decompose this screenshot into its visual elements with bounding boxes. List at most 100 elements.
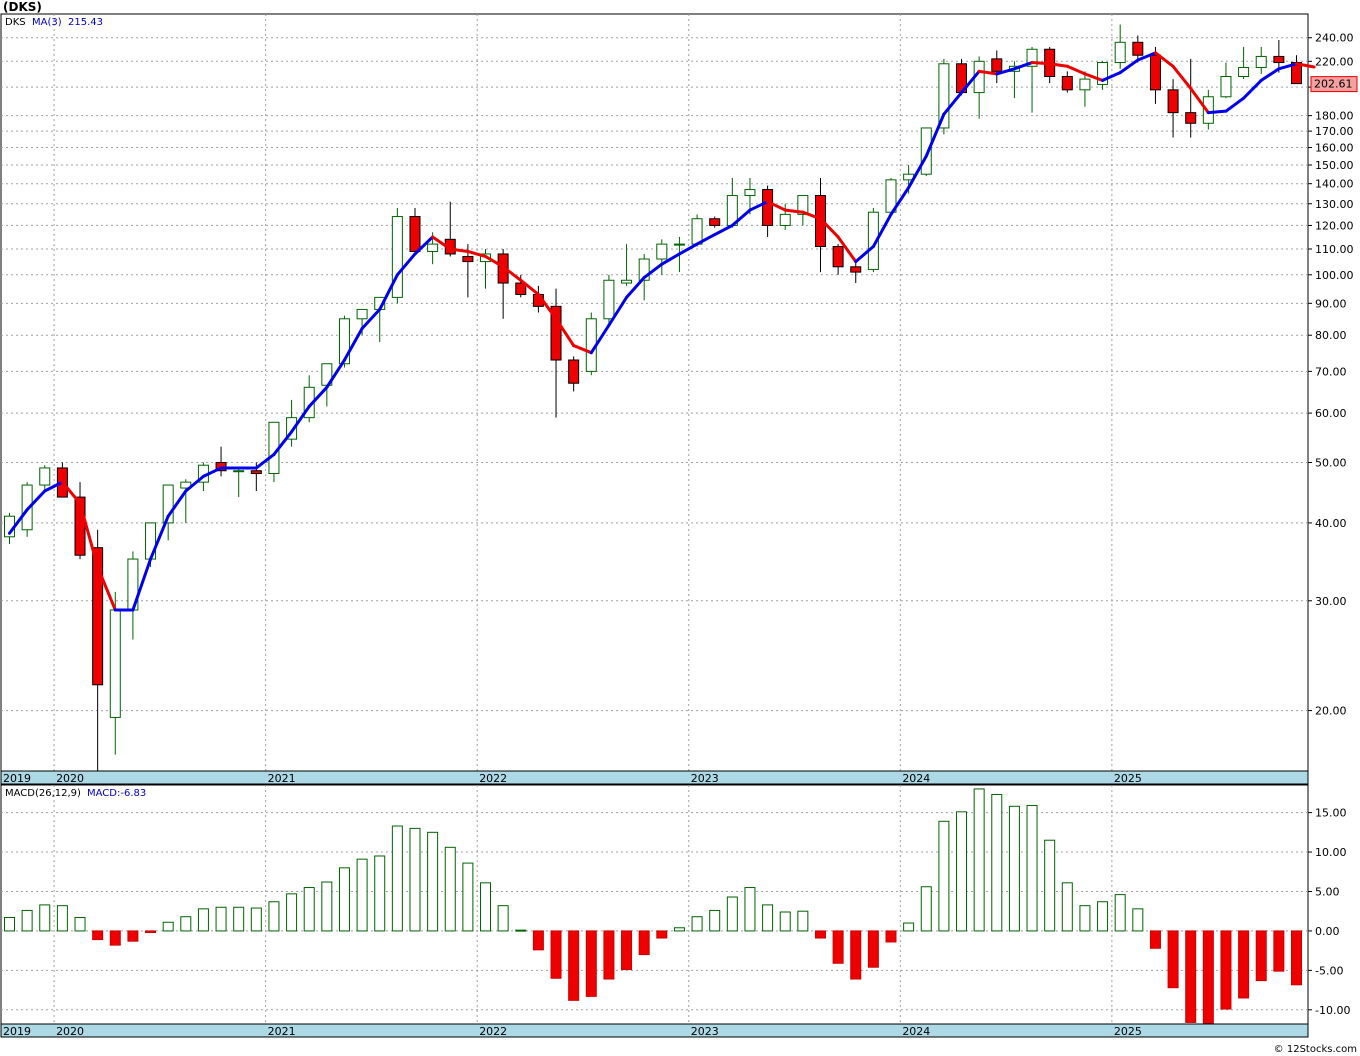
macd-bar — [21, 909, 33, 932]
price-tick-label: 90.00 — [1315, 297, 1347, 310]
ma-segment — [1118, 58, 1140, 75]
macd-bar — [1220, 930, 1232, 1010]
macd-bar — [1079, 905, 1091, 932]
macd-tick-label: 15.00 — [1315, 807, 1347, 820]
price-year-labels: 2019 2020 2021 2022 2023 2024 2025 — [3, 772, 1142, 785]
ma-segment — [131, 557, 153, 612]
macd-bar — [268, 901, 280, 932]
candle-body — [92, 547, 104, 686]
macd-bar — [991, 793, 1003, 932]
ma-segment — [290, 404, 311, 434]
candle-body — [1220, 75, 1232, 98]
macd-bar — [374, 855, 386, 932]
candle-body — [286, 417, 298, 440]
legend-ma-value: 215.43 — [68, 17, 103, 28]
footer-credit: © 12Stocks.com — [1274, 1044, 1357, 1055]
macd-bar — [1132, 908, 1144, 932]
macd-bar — [956, 811, 968, 932]
ma-segment — [836, 235, 858, 264]
ma-segment — [536, 292, 558, 321]
candle-body — [797, 195, 809, 215]
legend-ma-label: MA(3) — [32, 17, 62, 28]
macd-bar — [1290, 930, 1302, 986]
ma-segment — [1189, 86, 1210, 115]
ma-segment — [431, 235, 452, 251]
macd-bar — [1273, 930, 1285, 972]
year-label: 2024 — [902, 1025, 930, 1038]
ma-segment — [184, 474, 205, 493]
ma-segment — [272, 430, 294, 456]
ma-segment — [924, 112, 946, 158]
macd-bar — [814, 930, 826, 939]
macd-bar — [1114, 894, 1126, 932]
year-label: 2020 — [56, 772, 84, 785]
macd-bar — [797, 910, 809, 932]
ma-segment — [889, 186, 911, 216]
ma-segment — [607, 295, 629, 327]
ma-segment — [801, 210, 822, 221]
macd-bar — [850, 930, 862, 980]
ma-segment — [96, 565, 117, 612]
price-tick-label: 150.00 — [1315, 159, 1354, 172]
candle-body — [744, 189, 756, 197]
candle-body — [638, 258, 650, 281]
candle-body — [1202, 96, 1214, 124]
candle-body — [656, 243, 668, 260]
year-label: 2025 — [1114, 1025, 1142, 1038]
price-tick-label: 130.00 — [1315, 198, 1354, 211]
candle-body — [832, 246, 844, 268]
ma-segment — [942, 91, 964, 116]
candle-body — [603, 279, 615, 320]
candle-body — [1114, 41, 1126, 64]
candle-body — [409, 216, 421, 252]
macd-bar — [444, 846, 456, 932]
macd-axis-band — [0, 1023, 1309, 1038]
ma-segment — [166, 489, 188, 518]
macd-bar — [638, 930, 650, 956]
year-label: 2020 — [56, 1025, 84, 1038]
macd-legend-value: MACD:-6.83 — [87, 788, 146, 799]
year-label: 2025 — [1114, 772, 1142, 785]
macd-bar — [832, 930, 844, 964]
ma-segment — [325, 358, 346, 389]
candle-body — [850, 266, 862, 273]
candle-body — [920, 127, 932, 175]
macd-bar — [867, 930, 879, 968]
macd-bar — [726, 896, 738, 932]
ma-segment — [25, 489, 47, 512]
candle-body — [867, 211, 879, 270]
ma-segment — [1048, 62, 1069, 68]
ma-segment — [1224, 96, 1246, 113]
candle-body — [691, 218, 703, 245]
ma-segment — [448, 247, 470, 253]
price-legend: DKS MA(3) 215.43 — [5, 17, 103, 28]
candle-body — [1079, 78, 1091, 91]
macd-bar — [585, 930, 597, 997]
ma-segment — [149, 514, 170, 561]
macd-bar — [303, 887, 315, 932]
ma-segment — [307, 385, 329, 408]
candle-body — [427, 243, 439, 252]
ma-segment — [1294, 62, 1316, 69]
price-tick-label: 30.00 — [1315, 595, 1347, 608]
macd-bar — [656, 930, 668, 939]
price-tick-label: 180.00 — [1315, 110, 1354, 123]
macd-bar — [920, 886, 932, 932]
price-axis-band — [0, 770, 1309, 785]
price-tick-label: 70.00 — [1315, 365, 1347, 378]
symbol-title: (DKS) — [3, 0, 42, 14]
candle-body — [1273, 55, 1285, 64]
candle-body — [39, 467, 51, 486]
macd-bar — [39, 904, 51, 932]
ma-segment — [977, 69, 999, 76]
ma-segment — [677, 242, 699, 256]
candle-body — [391, 216, 403, 298]
macd-tick-label: 10.00 — [1315, 846, 1347, 859]
ma-segment — [395, 252, 417, 277]
last-price-box — [1310, 76, 1358, 93]
macd-bar — [621, 930, 633, 971]
ma-segment — [78, 501, 100, 569]
macd-bar — [321, 881, 333, 932]
ma-segment — [43, 480, 64, 493]
candle-body — [991, 58, 1003, 72]
